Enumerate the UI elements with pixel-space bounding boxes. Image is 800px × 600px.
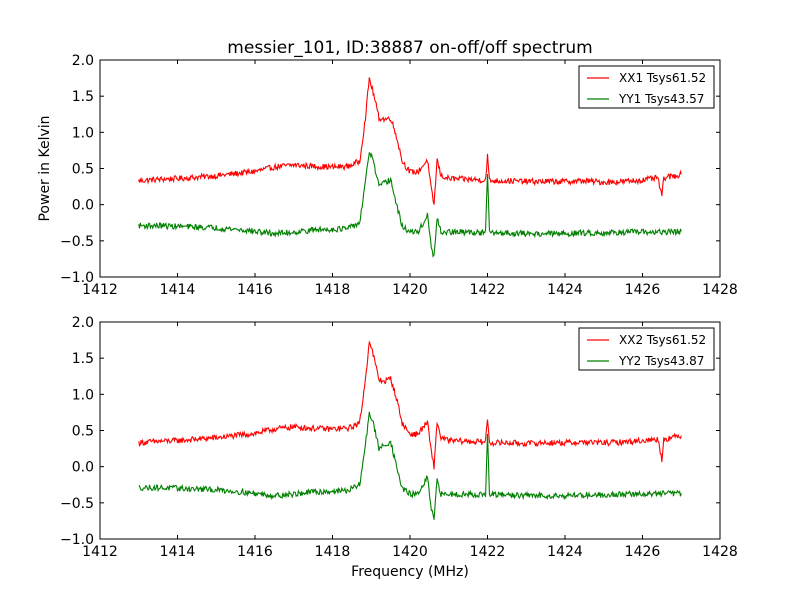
y-tick-label: −0.5 <box>60 234 94 250</box>
y-tick-label: 0.5 <box>72 424 94 440</box>
y-tick-label: 1.0 <box>72 125 94 141</box>
legend: XX1 Tsys61.52 YY1 Tsys43.57 <box>578 65 715 109</box>
legend-box <box>578 65 715 109</box>
series-line-yy2 <box>138 411 682 520</box>
legend-box <box>578 327 715 371</box>
bottom-panel: Frequency (MHz) 1412 1414 1416 1418 1420 1422… <box>60 315 738 580</box>
x-tick-label: 1412 <box>82 544 118 560</box>
y-tick-label: 2.0 <box>72 53 94 69</box>
x-tick-label: 1428 <box>702 282 738 298</box>
x-tick-label: 1424 <box>547 544 583 560</box>
x-tick-label: 1422 <box>470 282 506 298</box>
chart-title: messier_101, ID:38887 on-off/off spectru… <box>227 38 592 58</box>
x-tick-label: 1414 <box>160 544 196 560</box>
x-tick-label: 1416 <box>237 282 273 298</box>
y-tick-label: 1.0 <box>72 387 94 403</box>
y-tick-label: −1.0 <box>60 270 94 286</box>
legend-entry: XX1 Tsys61.52 <box>619 71 706 85</box>
legend-entry: YY1 Tsys43.57 <box>618 92 704 106</box>
x-tick-label: 1420 <box>392 544 428 560</box>
y-tick-label: 0.0 <box>72 460 94 476</box>
top-y-axis-label: Power in Kelvin <box>37 115 53 221</box>
x-tick-label: 1428 <box>702 544 738 560</box>
legend-entry: YY2 Tsys43.87 <box>618 354 704 368</box>
x-tick-label: 1412 <box>82 282 118 298</box>
series-line-yy1 <box>138 152 682 258</box>
y-tick-label: −0.5 <box>60 496 94 512</box>
x-tick-label: 1424 <box>547 282 583 298</box>
x-tick-label: 1426 <box>625 544 661 560</box>
y-tick-label: 1.5 <box>72 89 94 105</box>
x-tick-label: 1420 <box>392 282 428 298</box>
y-tick-label: 0.5 <box>72 162 94 178</box>
y-tick-label: −1.0 <box>60 532 94 548</box>
x-tick-label: 1418 <box>315 282 351 298</box>
x-tick-label: 1416 <box>237 544 273 560</box>
x-tick-label: 1414 <box>160 282 196 298</box>
y-tick-label: 0.0 <box>72 198 94 214</box>
series-line-xx1 <box>138 77 682 205</box>
x-tick-label: 1418 <box>315 544 351 560</box>
x-tick-label: 1422 <box>470 544 506 560</box>
legend-entry: XX2 Tsys61.52 <box>619 333 706 347</box>
x-axis-label: Frequency (MHz) <box>351 564 469 580</box>
series-line-xx2 <box>138 340 682 470</box>
y-tick-label: 2.0 <box>72 315 94 331</box>
legend: XX2 Tsys61.52 YY2 Tsys43.87 <box>578 327 715 371</box>
x-tick-label: 1426 <box>625 282 661 298</box>
top-panel: Power in Kelvin 1412 1414 1416 1418 1420 1422… <box>37 53 738 298</box>
y-tick-label: 1.5 <box>72 351 94 367</box>
